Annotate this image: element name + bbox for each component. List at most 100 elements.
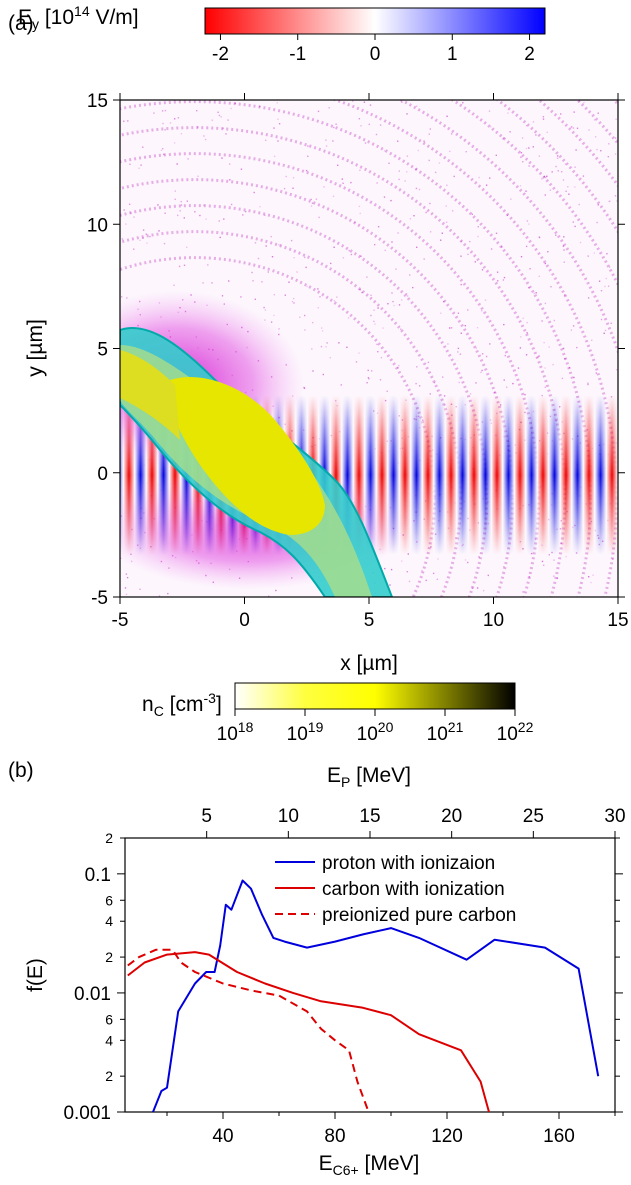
speckle-dot (333, 300, 336, 302)
speckle-dot (196, 110, 198, 112)
speckle-dot (371, 370, 373, 372)
speckle-dot (495, 232, 498, 234)
line-top-tick-label: 25 (523, 806, 544, 827)
speckle-dot (441, 232, 443, 234)
speckle-dot (578, 203, 580, 206)
speckle-dot (183, 264, 186, 266)
speckle-dot (562, 347, 565, 350)
series-line-2 (127, 948, 370, 1112)
speckle-dot (438, 162, 441, 164)
speckle-dot (317, 307, 319, 309)
legend: proton with ionizaion carbon with ionizat… (275, 853, 516, 926)
speckle-dot (273, 294, 275, 296)
speckle-dot (197, 126, 199, 128)
speckle-dot (304, 329, 306, 331)
line-x-tick-label: 80 (324, 1126, 345, 1147)
heatmap-x-tick-label: 10 (483, 610, 504, 631)
speckle-dot (401, 101, 403, 103)
speckle-dot (187, 158, 189, 160)
speckle-dot (177, 117, 180, 119)
speckle-dot (578, 100, 580, 103)
speckle-dot (570, 126, 573, 128)
speckle-dot (317, 110, 320, 113)
colorbar-ey-tick-label: 1 (447, 44, 458, 65)
speckle-dot (413, 215, 415, 217)
line-x-tick-label: 160 (543, 1126, 575, 1147)
speckle-dot (604, 285, 606, 288)
speckle-dot (591, 339, 593, 341)
speckle-dot (204, 138, 207, 141)
speckle-dot (251, 271, 253, 274)
speckle-dot (254, 298, 256, 300)
speckle-dot (587, 382, 589, 384)
speckle-dot (386, 390, 388, 392)
speckle-dot (562, 179, 565, 181)
speckle-dot (449, 327, 451, 329)
speckle-dot (220, 116, 222, 118)
speckle-dot (326, 342, 328, 344)
speckle-dot (429, 202, 431, 205)
legend-label: preionized pure carbon (322, 905, 516, 926)
speckle-dot (354, 221, 356, 224)
speckle-dot (240, 168, 243, 170)
speckle-dot (265, 245, 267, 247)
speckle-dot (123, 120, 125, 122)
speckle-dot (325, 145, 328, 147)
speckle-dot (278, 123, 281, 125)
speckle-dot (615, 369, 618, 371)
speckle-dot (368, 123, 370, 126)
speckle-dot (178, 265, 181, 268)
speckle-dot (333, 246, 335, 248)
speckle-dot (211, 119, 213, 121)
speckle-dot (475, 347, 477, 349)
speckle-dot (600, 318, 603, 321)
speckle-dot (538, 275, 540, 277)
speckle-dot (502, 279, 505, 281)
speckle-dot (128, 203, 131, 205)
line-top-tick-label: 30 (604, 806, 625, 827)
speckle-dot (564, 163, 567, 165)
speckle-dot (376, 343, 378, 346)
speckle-dot (261, 281, 263, 283)
speckle-dot (305, 169, 308, 172)
line-top-tick-label: 10 (278, 806, 299, 827)
line-y-ticks: 0.1 0.01 0.001 2 6 4 2 6 4 2 (63, 830, 623, 1124)
speckle-dot (164, 129, 166, 131)
speckle-dot (360, 255, 362, 257)
speckle-dot (501, 246, 503, 248)
speckle-dot (127, 120, 129, 122)
speckle-dot (273, 314, 275, 317)
speckle-dot (476, 587, 479, 589)
speckle-dot (576, 346, 578, 349)
speckle-dot (259, 206, 261, 208)
speckle-dot (504, 354, 506, 357)
line-series-group (127, 879, 600, 1112)
speckle-dot (342, 182, 344, 184)
speckle-dot (401, 560, 403, 562)
speckle-dot (588, 576, 590, 578)
speckle-dot (557, 170, 559, 172)
speckle-dot (564, 358, 566, 360)
carbon-density-wing (120, 350, 180, 440)
speckle-dot (543, 175, 545, 178)
speckle-dot (222, 127, 224, 129)
speckle-dot (323, 186, 325, 188)
speckle-dot (552, 363, 554, 366)
colorbar-nc: nC [cm-3] 1018 1019 1020 1021 1022 (142, 682, 534, 745)
speckle-dot (404, 180, 406, 182)
speckle-dot (252, 280, 254, 282)
speckle-dot (392, 300, 394, 303)
speckle-dot (393, 304, 395, 307)
speckle-dot (481, 269, 484, 271)
speckle-dot (409, 274, 411, 276)
speckle-dot (574, 225, 576, 228)
speckle-dot (315, 198, 318, 200)
speckle-dot (541, 320, 543, 322)
speckle-dot (445, 221, 448, 223)
speckle-dot (603, 332, 605, 334)
speckle-dot (218, 220, 220, 222)
speckle-dot (142, 229, 145, 231)
speckle-dot (529, 268, 531, 270)
speckle-dot (536, 356, 539, 358)
speckle-dot (271, 256, 274, 258)
